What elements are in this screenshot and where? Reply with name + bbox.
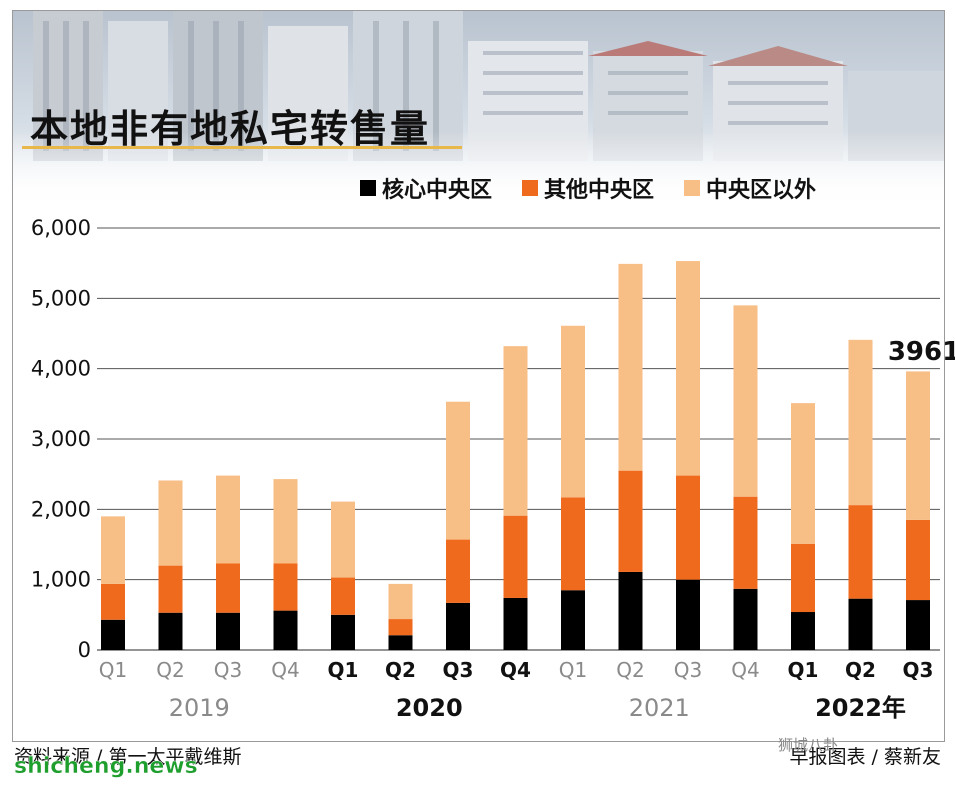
x-tick-label: Q3 — [903, 658, 934, 682]
y-tick-label: 4,000 — [31, 357, 91, 381]
bar-segment-1 — [561, 590, 585, 650]
y-tick-label: 3,000 — [31, 427, 91, 451]
bar-segment-2 — [331, 577, 355, 615]
bar-segment-2 — [676, 475, 700, 580]
y-tick-label: 5,000 — [31, 286, 91, 310]
x-tick-label: Q4 — [731, 658, 759, 682]
bar-segment-1 — [906, 600, 930, 650]
bar-segment-3 — [618, 263, 643, 471]
site-watermark: shicheng.news — [14, 754, 198, 779]
year-group-label: 2019 — [169, 694, 230, 722]
legend-label-outside-central: 中央区以外 — [706, 178, 817, 203]
x-tick-label: Q2 — [616, 658, 644, 682]
legend-label-rest-central: 其他中央区 — [544, 178, 655, 203]
legend-label-core-central: 核心中央区 — [382, 178, 493, 203]
bar-segment-3 — [331, 501, 355, 578]
x-tick-label: Q4 — [500, 658, 531, 682]
source-note: 资料来源 / 第一太平戴维斯 — [14, 746, 242, 768]
y-tick-label: 1,000 — [31, 568, 91, 592]
chart-title: 本地非有地私宅转售量 — [30, 107, 431, 151]
bar-segment-3 — [503, 346, 528, 516]
x-tick-label: Q3 — [674, 658, 702, 682]
x-tick-label: Q1 — [328, 658, 359, 682]
bar-segment-1 — [733, 588, 758, 650]
legend-item-outside-central: 中央区以外 — [684, 172, 816, 204]
x-tick-label: Q1 — [99, 658, 127, 682]
bar-segment-2 — [791, 543, 815, 613]
bar-segment-3 — [216, 475, 240, 564]
legend: 核心中央区 其他中央区 中央区以外 — [360, 172, 816, 204]
y-tick-label: 2,000 — [31, 497, 91, 521]
bar-segment-1 — [848, 598, 873, 650]
bar-segment-2 — [216, 563, 240, 613]
year-group-label: 2022年 — [815, 694, 906, 722]
x-tick-label: Q2 — [385, 658, 416, 682]
bar-segment-1 — [158, 612, 183, 650]
bar-segment-1 — [618, 571, 643, 650]
legend-item-core-central: 核心中央区 — [360, 172, 492, 204]
bar-segment-3 — [158, 480, 183, 566]
bar-segment-1 — [273, 610, 298, 650]
bar-segment-1 — [503, 597, 528, 650]
bar-segment-1 — [791, 612, 815, 650]
bar-segment-2 — [158, 565, 183, 613]
bar-segment-3 — [101, 516, 125, 584]
bar-segment-1 — [446, 602, 470, 650]
bar-segment-2 — [273, 563, 298, 611]
bar-segment-2 — [101, 583, 125, 620]
bar-segment-1 — [676, 579, 700, 650]
bar-segment-2 — [733, 496, 758, 589]
bar-segment-1 — [101, 619, 125, 650]
x-tick-label: Q3 — [214, 658, 242, 682]
header-photo-fade — [13, 131, 944, 216]
stacked-bar-chart: 0 1,000 2,000 3,000 4,000 5,000 6,000 Q1 Q2 Q3 Q4 Q… — [31, 216, 955, 722]
x-tick-label: Q1 — [559, 658, 587, 682]
legend-swatch-rest-central — [522, 180, 539, 196]
bar-segment-2 — [848, 505, 873, 599]
wechat-watermark: 狮城八卦 — [778, 736, 839, 754]
bar-segment-1 — [216, 612, 240, 650]
legend-item-rest-central: 其他中央区 — [522, 172, 654, 204]
y-tick-label: 6,000 — [31, 216, 91, 240]
bar-segment-2 — [906, 519, 930, 601]
bar-segment-2 — [561, 497, 585, 591]
bar-segment-2 — [388, 619, 413, 636]
x-tick-label: Q2 — [156, 658, 184, 682]
bar-segment-3 — [446, 401, 470, 540]
y-tick-label: 0 — [78, 638, 91, 662]
bar-segment-2 — [503, 515, 528, 598]
x-tick-label: Q3 — [443, 658, 474, 682]
year-group-label: 2021 — [629, 694, 690, 722]
bar-segment-3 — [791, 403, 815, 544]
bar-segment-3 — [906, 371, 930, 520]
legend-swatch-core-central — [360, 180, 376, 196]
bar-segment-3 — [733, 305, 758, 497]
x-tick-label: Q1 — [788, 658, 819, 682]
bar-segment-2 — [618, 470, 643, 572]
x-tick-label: Q4 — [271, 658, 299, 682]
credit-note: 早报图表 / 蔡新友 — [789, 746, 941, 768]
year-group-label: 2020 — [396, 694, 463, 722]
bar-segment-3 — [273, 479, 298, 564]
title-underline — [22, 146, 462, 149]
bar-segment-3 — [561, 325, 585, 498]
bar-segment-3 — [848, 339, 873, 506]
x-tick-label: Q2 — [845, 658, 876, 682]
bar-segment-3 — [676, 261, 700, 476]
bar-segment-2 — [446, 539, 470, 603]
legend-swatch-outside-central — [684, 180, 701, 196]
bar-segment-1 — [388, 635, 413, 650]
bar-segment-3 — [388, 583, 413, 620]
value-annotation: 3961 — [888, 337, 955, 367]
bar-segment-1 — [331, 614, 355, 650]
chart-frame — [12, 10, 945, 742]
